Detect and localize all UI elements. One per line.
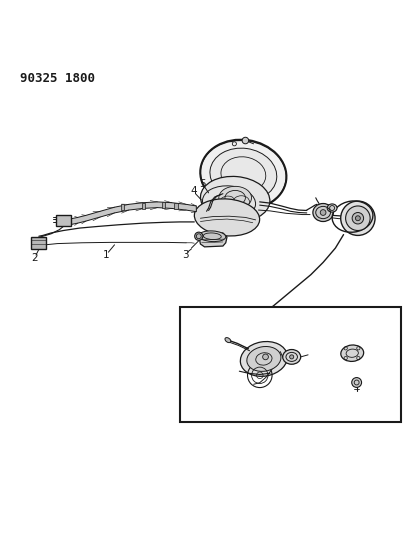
Ellipse shape	[199, 231, 226, 241]
Ellipse shape	[194, 199, 260, 236]
Circle shape	[263, 354, 268, 360]
Circle shape	[242, 138, 249, 144]
Bar	[162, 203, 165, 208]
Bar	[56, 215, 71, 227]
Ellipse shape	[210, 148, 277, 201]
Circle shape	[195, 232, 203, 240]
Text: 6: 6	[286, 323, 293, 333]
Ellipse shape	[341, 345, 364, 361]
Ellipse shape	[327, 204, 337, 212]
Bar	[142, 203, 145, 209]
Circle shape	[352, 213, 364, 224]
Ellipse shape	[313, 204, 333, 222]
Text: 8: 8	[189, 392, 196, 402]
Polygon shape	[199, 233, 227, 247]
Text: 4: 4	[190, 186, 197, 196]
Text: 5: 5	[200, 179, 206, 189]
Circle shape	[355, 216, 360, 221]
Ellipse shape	[219, 187, 252, 209]
Text: 1: 1	[103, 250, 110, 260]
Circle shape	[290, 355, 294, 359]
Bar	[180, 308, 401, 422]
Text: 2: 2	[31, 253, 38, 263]
Circle shape	[352, 377, 362, 387]
Text: 9: 9	[361, 392, 367, 402]
Ellipse shape	[283, 350, 301, 364]
Bar	[174, 203, 178, 209]
Ellipse shape	[200, 140, 286, 208]
Bar	[121, 204, 124, 210]
Bar	[31, 237, 46, 249]
Ellipse shape	[200, 176, 270, 222]
Circle shape	[320, 209, 326, 215]
Circle shape	[346, 206, 370, 230]
Text: 90325 1800: 90325 1800	[20, 72, 95, 85]
Ellipse shape	[225, 337, 231, 343]
Text: 7: 7	[258, 323, 265, 333]
Ellipse shape	[240, 342, 288, 376]
Text: 3: 3	[182, 250, 189, 260]
Circle shape	[341, 201, 375, 236]
Polygon shape	[65, 202, 196, 225]
Ellipse shape	[247, 346, 281, 372]
